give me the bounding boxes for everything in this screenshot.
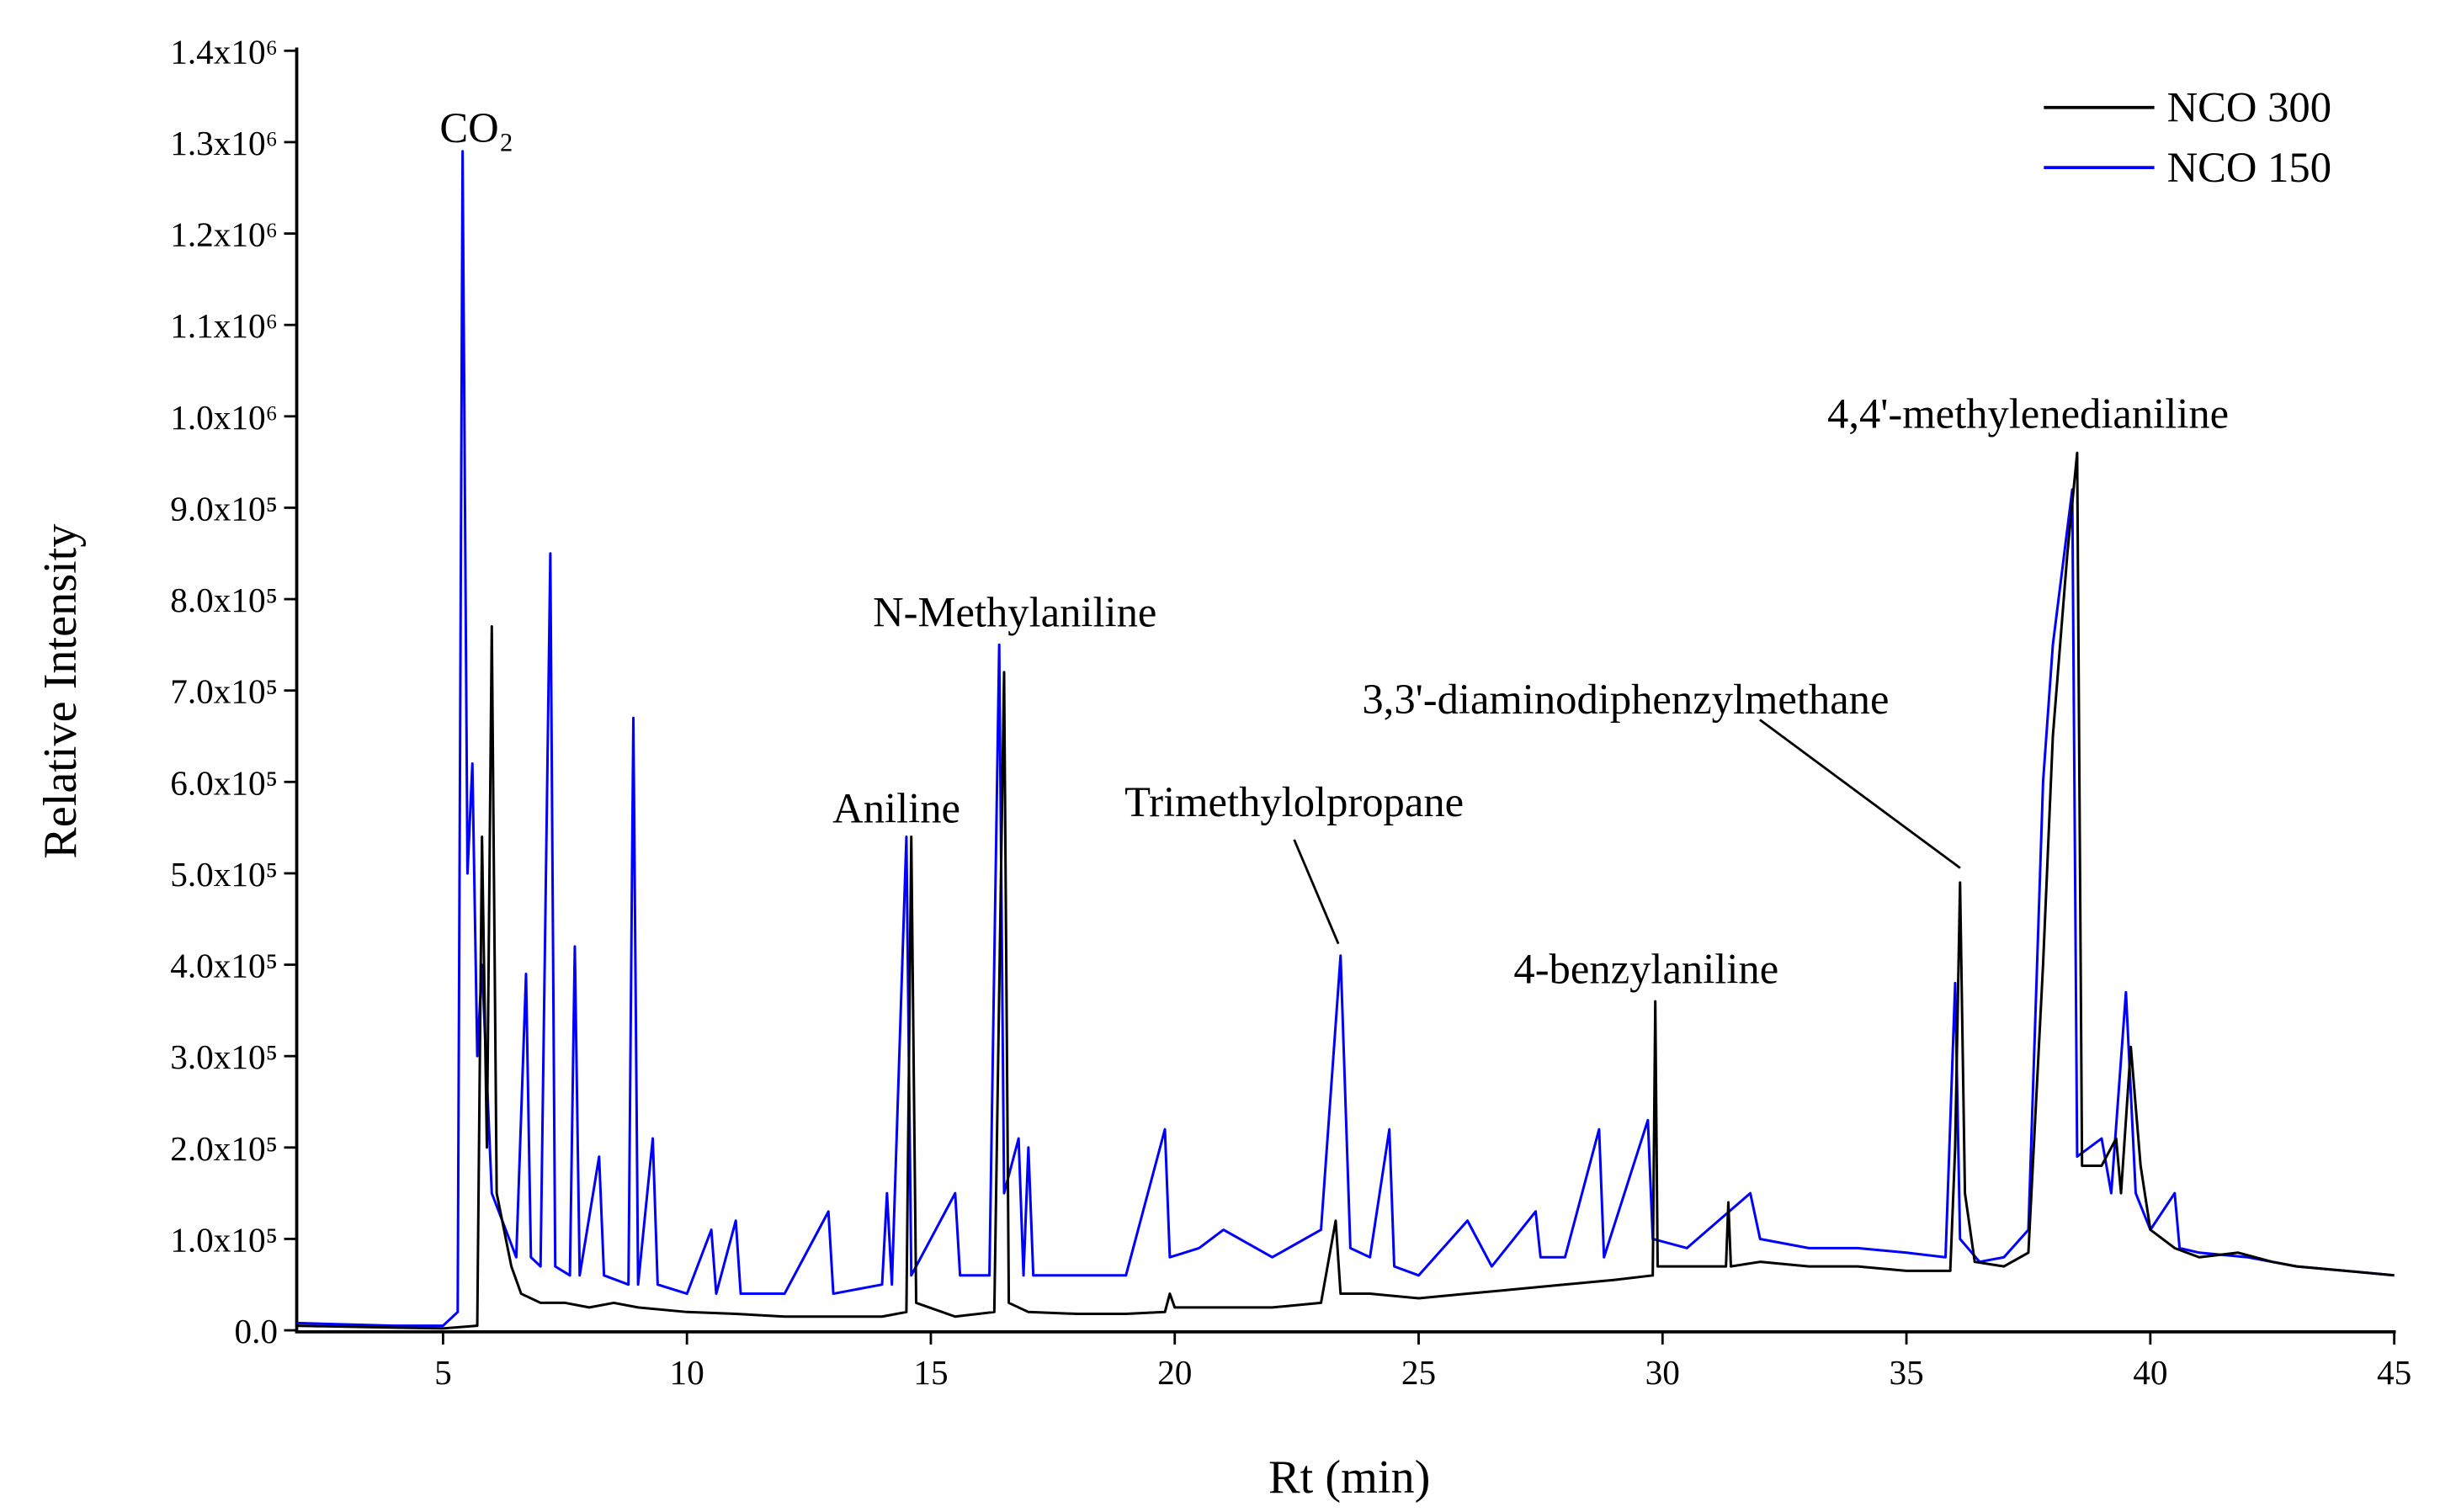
- series-line: [296, 451, 2395, 1330]
- legend-label: NCO 300: [2167, 84, 2331, 131]
- y-tick-label: 1.2x10⁶: [170, 215, 278, 254]
- y-tick-label: 5.0x10⁵: [170, 855, 278, 894]
- y-tick-label: 8.0x10⁵: [170, 581, 278, 619]
- x-tick-label: 15: [913, 1353, 948, 1392]
- y-tick-label: 1.1x10⁶: [170, 306, 278, 345]
- y-tick-label: 6.0x10⁵: [170, 763, 278, 802]
- y-tick-label: 7.0x10⁵: [170, 672, 278, 711]
- y-tick-label: 2.0x10⁵: [170, 1129, 278, 1168]
- x-tick-label: 30: [1645, 1353, 1680, 1392]
- y-axis-label: Relative Intensity: [35, 523, 87, 858]
- x-tick-label: 10: [670, 1353, 704, 1392]
- leader-line: [1758, 719, 1961, 869]
- y-tick-label: 1.3x10⁶: [170, 124, 278, 162]
- x-tick-label: 40: [2133, 1353, 2167, 1392]
- y-tick-label: 1.4x10⁶: [170, 32, 278, 71]
- x-tick-label: 45: [2377, 1353, 2411, 1392]
- x-axis-label: Rt (min): [1268, 1451, 1430, 1504]
- y-tick-label: 1.0x10⁶: [170, 398, 278, 437]
- annotation: 3,3'-diaminodiphenzylmethane: [1362, 676, 1889, 723]
- y-tick-label: 1.0x10⁵: [170, 1220, 278, 1259]
- x-tick-label: 35: [1889, 1353, 1923, 1392]
- x-tick-label: 5: [434, 1353, 452, 1392]
- annotation: CO₂: [439, 104, 513, 151]
- annotation: 4-benzylaniline: [1513, 946, 1778, 993]
- y-tick-label: 9.0x10⁵: [170, 489, 278, 528]
- leader-line: [1293, 839, 1340, 945]
- y-tick-label: 4.0x10⁵: [170, 947, 278, 985]
- annotation: Trimethylolpropane: [1124, 778, 1464, 825]
- y-tick-label: 0.0: [234, 1312, 278, 1350]
- x-tick-label: 20: [1157, 1353, 1192, 1392]
- annotation: Aniline: [832, 784, 960, 831]
- annotation: 4,4'-methylenedianiline: [1827, 390, 2229, 437]
- annotation: N-Methylaniline: [873, 589, 1156, 636]
- x-tick-label: 25: [1401, 1353, 1436, 1392]
- legend-label: NCO 150: [2167, 144, 2331, 191]
- y-tick-label: 3.0x10⁵: [170, 1037, 278, 1076]
- series-line: [296, 150, 2395, 1328]
